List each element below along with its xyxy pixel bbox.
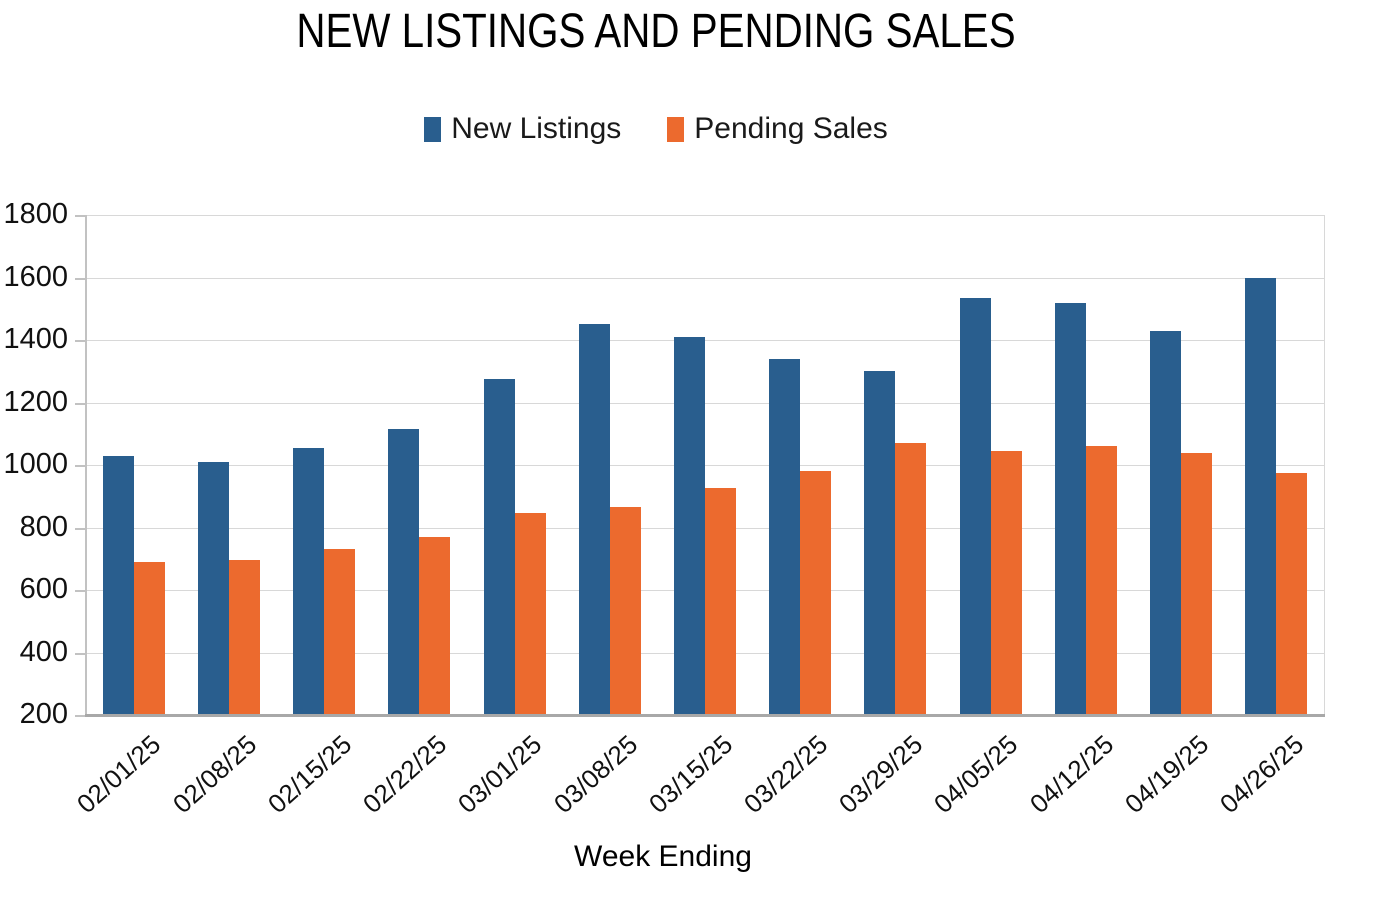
y-tick-400 <box>75 652 86 655</box>
x-axis-label-03/15/25: 03/15/25 <box>642 729 739 820</box>
bar-new-listings-04/19/25 <box>1150 330 1182 715</box>
bar-new-listings-03/01/25 <box>483 379 515 715</box>
x-axis-title: Week Ending <box>574 840 752 873</box>
y-axis-label-600: 600 <box>19 573 68 605</box>
gridline-y-1000 <box>86 465 1324 466</box>
bar-new-listings-02/22/25 <box>388 429 420 715</box>
x-axis-label-03/01/25: 03/01/25 <box>452 729 548 820</box>
bar-new-listings-02/08/25 <box>197 461 229 715</box>
pending-sales-swatch-icon <box>667 116 685 142</box>
bar-new-listings-04/05/25 <box>959 297 991 715</box>
bar-new-listings-02/01/25 <box>102 455 134 715</box>
bar-pending-sales-02/08/25 <box>228 560 260 715</box>
x-axis-label-04/05/25: 04/05/25 <box>928 729 1024 820</box>
x-axis-label-04/19/25: 04/19/25 <box>1118 729 1215 820</box>
legend: New Listings Pending Sales <box>0 112 1312 146</box>
x-axis-label-02/15/25: 02/15/25 <box>261 729 358 820</box>
bar-new-listings-04/26/25 <box>1245 277 1277 715</box>
x-axis-label-03/22/25: 03/22/25 <box>738 729 834 820</box>
bar-pending-sales-02/22/25 <box>419 536 451 715</box>
bar-pending-sales-03/08/25 <box>609 507 641 715</box>
y-tick-1800 <box>75 215 86 217</box>
bar-pending-sales-03/15/25 <box>705 488 736 715</box>
bar-pending-sales-04/19/25 <box>1181 452 1213 715</box>
plot-right-border <box>1324 215 1325 715</box>
y-axis-label-800: 800 <box>19 510 68 543</box>
y-axis-label-1800: 1800 <box>3 198 68 230</box>
bar-pending-sales-04/05/25 <box>990 450 1022 715</box>
bar-new-listings-04/12/25 <box>1054 302 1086 715</box>
gridline-y-1600 <box>86 277 1324 279</box>
x-axis-label-03/08/25: 03/08/25 <box>547 729 643 820</box>
legend-item-pending-sales: Pending Sales <box>667 112 888 146</box>
x-axis-label-04/26/25: 04/26/25 <box>1214 729 1310 820</box>
y-tick-1200 <box>75 402 86 405</box>
x-axis-label-02/22/25: 02/22/25 <box>357 729 453 820</box>
bar-pending-sales-03/01/25 <box>514 513 546 715</box>
y-tick-1600 <box>75 277 86 280</box>
y-axis-label-1600: 1600 <box>3 260 68 293</box>
legend-label-pending-sales: Pending Sales <box>694 112 888 145</box>
x-axis-label-04/12/25: 04/12/25 <box>1023 729 1120 820</box>
y-tick-800 <box>75 527 86 530</box>
y-axis-label-1000: 1000 <box>3 448 68 480</box>
y-axis-label-1200: 1200 <box>3 385 68 418</box>
bar-new-listings-03/15/25 <box>674 336 705 715</box>
x-axis-label-03/29/25: 03/29/25 <box>833 729 929 820</box>
gridline-y-1200 <box>86 402 1324 404</box>
x-axis-label-02/08/25: 02/08/25 <box>166 729 262 820</box>
bar-new-listings-03/08/25 <box>578 324 610 715</box>
bar-pending-sales-04/12/25 <box>1085 446 1117 715</box>
bar-pending-sales-02/15/25 <box>324 549 356 715</box>
gridline-y-1400 <box>86 340 1324 341</box>
bar-pending-sales-03/22/25 <box>800 471 832 715</box>
y-tick-600 <box>75 590 86 592</box>
y-tick-1000 <box>75 465 86 467</box>
bar-pending-sales-04/26/25 <box>1276 472 1308 715</box>
y-axis-line <box>85 215 87 715</box>
bar-pending-sales-03/29/25 <box>895 443 927 715</box>
legend-label-new-listings: New Listings <box>451 112 622 145</box>
y-tick-200 <box>75 715 86 717</box>
y-axis-label-200: 200 <box>19 698 68 730</box>
legend-item-new-listings: New Listings <box>424 112 621 146</box>
y-axis-label-1400: 1400 <box>3 323 68 355</box>
bar-new-listings-03/29/25 <box>864 371 896 715</box>
bar-new-listings-02/15/25 <box>293 447 325 715</box>
new-listings-swatch-icon <box>424 116 442 142</box>
gridline-y-1800 <box>86 215 1324 216</box>
x-axis-label-02/01/25: 02/01/25 <box>71 729 167 820</box>
x-axis-line <box>85 714 1325 717</box>
bar-new-listings-03/22/25 <box>769 358 801 715</box>
y-axis-label-400: 400 <box>19 635 68 668</box>
y-tick-1400 <box>75 340 86 342</box>
bar-pending-sales-02/01/25 <box>133 561 165 715</box>
chart-title: NEW LISTINGS AND PENDING SALES <box>296 5 1016 58</box>
